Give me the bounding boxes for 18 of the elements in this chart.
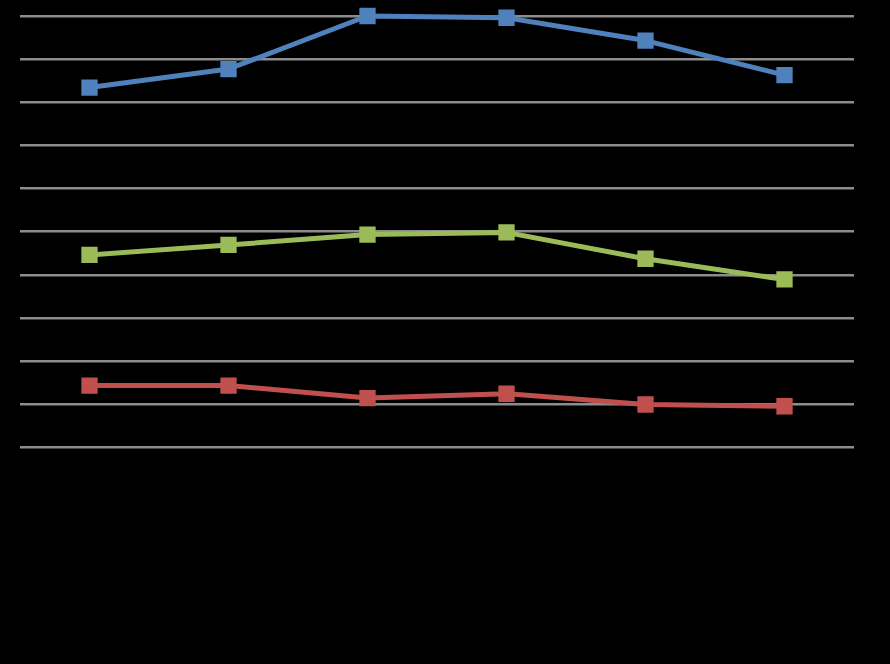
point [220,377,237,394]
point [637,250,654,267]
point [776,66,793,84]
point [81,377,98,394]
point [776,398,793,415]
point [359,389,376,407]
point [220,236,237,254]
point [637,396,654,413]
point [498,224,515,241]
point [81,79,98,96]
point [359,7,376,25]
point [498,9,515,26]
point [220,60,237,78]
point [498,385,515,402]
point [637,32,654,49]
point [81,246,98,264]
point [776,271,793,288]
point [359,226,376,243]
